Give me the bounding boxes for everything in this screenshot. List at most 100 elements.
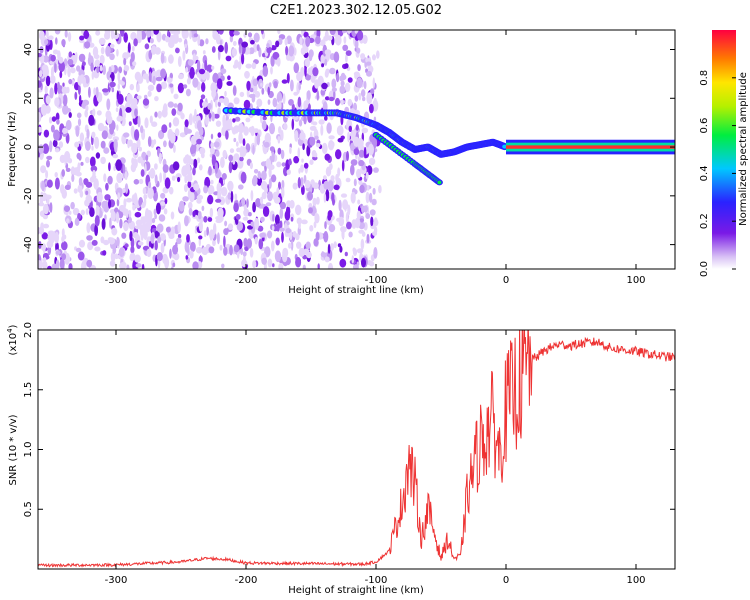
spectrogram-noise-mark	[62, 82, 65, 87]
spectrogram-noise-mark	[192, 210, 196, 217]
spectrogram-noise-mark	[192, 167, 196, 176]
spectrogram-noise-mark	[99, 54, 105, 64]
spectrogram-noise-mark	[246, 198, 249, 208]
spectrogram-noise-mark	[106, 98, 111, 111]
spectrogram-noise-mark	[136, 32, 142, 44]
spectrogram-noise-mark	[290, 79, 294, 92]
spectrogram-noise-mark	[279, 227, 285, 232]
spectrogram-noise-mark	[292, 182, 298, 190]
spectrogram-noise-mark	[246, 238, 252, 249]
spectrogram-noise-mark	[123, 132, 130, 138]
spectrogram-noise-mark	[142, 73, 149, 80]
colorbar: 0.0 0.2 0.4 0.6 0.8 Normalized spectral ampl…	[699, 30, 749, 277]
spectrogram-noise-mark	[91, 71, 95, 80]
spectrogram-noise-mark	[252, 260, 257, 269]
spectrogram-noise-mark	[242, 216, 249, 221]
snr-y-axis: 0.5 1.0 1.5 2.0	[23, 322, 675, 517]
spectrogram-noise-mark	[175, 242, 178, 249]
spectrogram-noise-mark	[357, 64, 361, 72]
spectrogram-noise-mark	[101, 218, 106, 230]
spectrogram-noise-mark	[368, 143, 374, 156]
spectrogram-noise-mark	[298, 221, 301, 230]
spectrogram-noise-mark	[96, 191, 103, 203]
spectrogram-noise-mark	[126, 93, 133, 105]
spectrogram-noise-mark	[285, 228, 292, 234]
spectrogram-noise-mark	[109, 217, 112, 229]
spectrogram-noise-mark	[131, 45, 135, 52]
spectrogram-noise-mark	[95, 86, 99, 98]
spectrogram-noise-mark	[183, 183, 188, 193]
spectrogram-noise-mark	[185, 128, 192, 134]
spectrogram-noise-mark	[245, 63, 252, 69]
spectrogram-noise-mark	[217, 207, 224, 219]
spectrogram-noise-mark	[248, 212, 252, 217]
spectrogram-noise-mark	[195, 246, 203, 254]
spectrogram-noise-mark	[187, 59, 194, 66]
spectrogram-noise-mark	[243, 208, 250, 217]
spectrogram-noise-mark	[276, 57, 281, 67]
spectrogram-noise-mark	[239, 146, 247, 157]
spectrogram-noise-mark	[186, 174, 193, 182]
spectrogram-noise-mark	[275, 40, 280, 48]
spectrogram-noise-mark	[297, 177, 301, 189]
spectrogram-noise-mark	[320, 124, 324, 136]
spectrogram-noise-mark	[129, 253, 136, 262]
spectrogram-noise-mark	[83, 30, 90, 40]
spectrogram-noise-mark	[326, 122, 332, 134]
spectrogram-noise-mark	[268, 167, 272, 178]
spectrogram-noise-mark	[228, 154, 233, 162]
spectrogram-noise-mark	[89, 156, 96, 168]
spectrogram-noise-mark	[43, 246, 46, 254]
spectrogram-noise-mark	[38, 70, 43, 78]
spectrogram-noise-mark	[288, 45, 295, 57]
spectrogram-noise-mark	[323, 231, 329, 243]
spectrogram-noise-mark	[55, 259, 60, 269]
spectrogram-noise-mark	[309, 136, 316, 146]
spectrogram-noise-mark	[196, 198, 202, 204]
spectrogram-noise-mark	[41, 232, 48, 240]
spectrogram-noise-mark	[198, 237, 201, 247]
spectrogram-noise-mark	[149, 38, 154, 44]
spectrogram-noise-mark	[189, 191, 195, 203]
spectrogram-noise-mark	[304, 65, 307, 77]
spectrogram-noise-mark	[356, 248, 364, 254]
spectrogram-noise-mark	[212, 239, 216, 247]
spectrogram-noise-mark	[285, 45, 289, 56]
y-tick-label: 1.5	[23, 382, 34, 398]
spectrogram-noise-mark	[249, 248, 254, 258]
spectrogram-noise-mark	[353, 148, 360, 156]
spectrogram-noise-mark	[321, 63, 325, 68]
spectrogram-noise-mark	[93, 178, 99, 190]
spectrogram-noise-mark	[284, 210, 291, 221]
spectrogram-noise-mark	[91, 145, 94, 151]
spectrogram-noise-mark	[273, 196, 281, 204]
spectrogram-noise-mark	[253, 32, 260, 43]
spectrogram-noise-mark	[270, 174, 277, 183]
spectrogram-noise-mark	[154, 96, 159, 102]
spectrogram-noise-mark	[243, 237, 248, 248]
spectrogram-noise-mark	[184, 119, 189, 128]
spectrogram-noise-mark	[272, 263, 275, 268]
spectrogram-noise-mark	[354, 95, 359, 102]
spectrogram-noise-mark	[154, 240, 158, 251]
y-tick-label: 20	[23, 92, 34, 105]
spectrogram-noise-mark	[220, 186, 228, 197]
spectrogram-noise-mark	[208, 166, 212, 176]
spectrogram-noise-mark	[314, 135, 319, 140]
spectrogram-noise-mark	[160, 201, 166, 206]
spectrogram-noise-mark	[267, 191, 273, 202]
x-tick-label: -200	[235, 575, 258, 586]
spectrogram-noise-mark	[322, 101, 328, 113]
spectrogram-noise-mark	[207, 194, 214, 205]
spectrogram-noise-mark	[54, 97, 60, 107]
snr-frame	[37, 329, 676, 570]
spectrogram-noise-mark	[229, 148, 235, 154]
spectrogram-noise-mark	[161, 108, 168, 118]
spectrogram-noise-mark	[67, 58, 74, 66]
spectrogram-noise-mark	[128, 121, 132, 126]
spectrogram-noise-mark	[63, 205, 71, 212]
x-tick-label: 0	[503, 275, 509, 286]
spectrogram-noise-mark	[179, 132, 186, 138]
spectrogram-noise-mark	[158, 152, 162, 165]
spectrogram-noise-mark	[62, 128, 69, 134]
